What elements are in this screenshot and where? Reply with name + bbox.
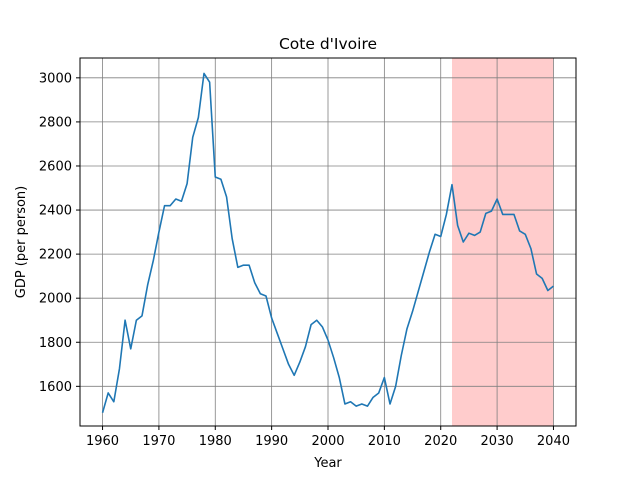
y-tick-label: 2400	[39, 204, 72, 219]
y-axis-label: GDP (per person)	[14, 186, 29, 299]
x-tick-label: 1970	[142, 434, 175, 449]
x-tick-label: 1980	[199, 434, 232, 449]
x-tick-label: 2030	[481, 434, 514, 449]
x-tick-label: 1990	[255, 434, 288, 449]
x-axis-label: Year	[313, 456, 342, 471]
y-tick-label: 2600	[39, 159, 72, 174]
x-tick-label: 2010	[368, 434, 401, 449]
y-tick-label: 2200	[39, 248, 72, 263]
x-axis-ticks: 1960 1970 1980 1990 2000 2010 2020 2030 2040	[86, 426, 570, 449]
y-tick-label: 3000	[39, 71, 72, 86]
y-tick-label: 1600	[39, 380, 72, 395]
chart-title: Cote d'Ivoire	[279, 35, 377, 53]
y-tick-label: 2800	[39, 115, 72, 130]
x-tick-label: 2000	[311, 434, 344, 449]
x-tick-label: 2020	[424, 434, 457, 449]
forecast-highlight-region	[452, 58, 554, 426]
y-tick-label: 2000	[39, 292, 72, 307]
y-tick-label: 1800	[39, 336, 72, 351]
x-tick-label: 1960	[86, 434, 119, 449]
x-tick-label: 2040	[537, 434, 570, 449]
y-axis-ticks: 1600 1800 2000 2200 2400 2600 2800 3000	[39, 71, 80, 395]
series-line	[101, 72, 554, 413]
